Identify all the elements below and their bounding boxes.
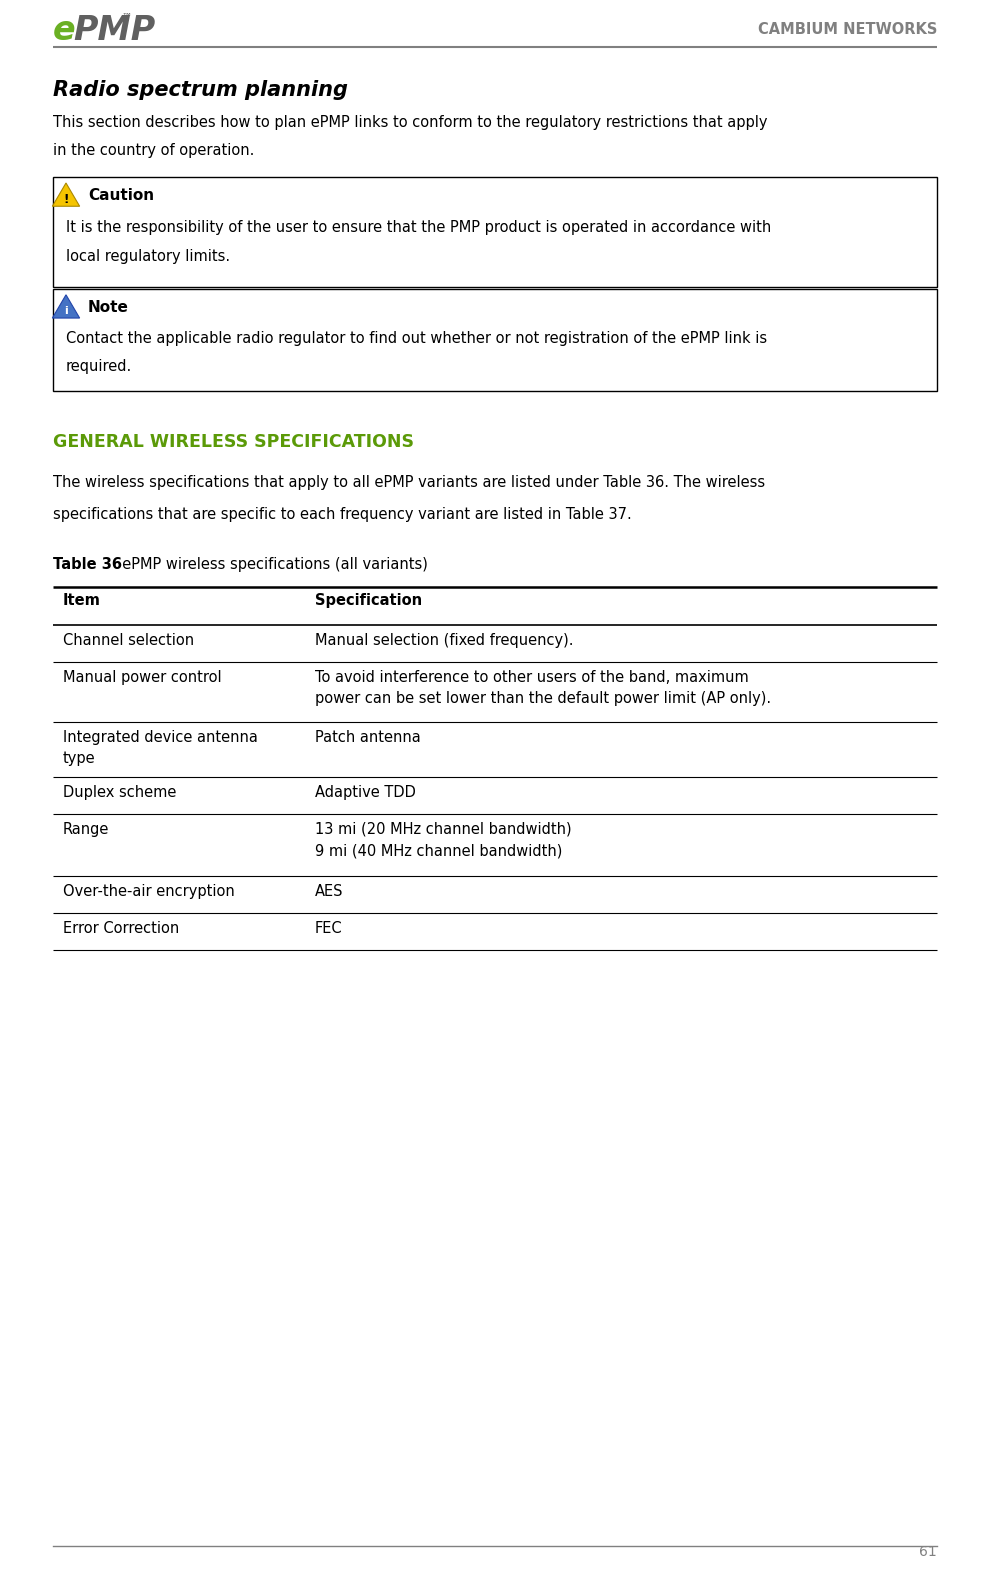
Text: Duplex scheme: Duplex scheme bbox=[63, 786, 176, 800]
FancyBboxPatch shape bbox=[53, 289, 937, 391]
Text: Adaptive TDD: Adaptive TDD bbox=[315, 786, 416, 800]
Polygon shape bbox=[52, 182, 79, 206]
Text: Table 36: Table 36 bbox=[53, 556, 122, 572]
Text: Channel selection: Channel selection bbox=[63, 633, 194, 647]
Text: Error Correction: Error Correction bbox=[63, 921, 179, 936]
Text: This section describes how to plan ePMP links to conform to the regulatory restr: This section describes how to plan ePMP … bbox=[53, 115, 767, 130]
Text: Range: Range bbox=[63, 822, 109, 837]
Text: Contact the applicable radio regulator to find out whether or not registration o: Contact the applicable radio regulator t… bbox=[66, 331, 767, 346]
Text: 61: 61 bbox=[920, 1544, 937, 1558]
Text: i: i bbox=[64, 306, 68, 316]
Text: local regulatory limits.: local regulatory limits. bbox=[66, 248, 230, 264]
Text: e: e bbox=[53, 14, 75, 47]
Text: Caution: Caution bbox=[88, 189, 154, 204]
Text: Manual selection (fixed frequency).: Manual selection (fixed frequency). bbox=[315, 633, 573, 647]
Text: 13 mi (20 MHz channel bandwidth)
9 mi (40 MHz channel bandwidth): 13 mi (20 MHz channel bandwidth) 9 mi (4… bbox=[315, 822, 571, 858]
Text: Patch antenna: Patch antenna bbox=[315, 731, 421, 745]
Text: ePMP wireless specifications (all variants): ePMP wireless specifications (all varian… bbox=[113, 556, 428, 572]
Text: FEC: FEC bbox=[315, 921, 343, 936]
Text: ™: ™ bbox=[122, 11, 132, 20]
Text: It is the responsibility of the user to ensure that the PMP product is operated : It is the responsibility of the user to … bbox=[66, 220, 771, 236]
Text: GENERAL WIRELESS SPECIFICATIONS: GENERAL WIRELESS SPECIFICATIONS bbox=[53, 432, 414, 451]
Text: Note: Note bbox=[88, 300, 129, 316]
Text: PMP: PMP bbox=[73, 14, 155, 47]
Text: AES: AES bbox=[315, 884, 344, 899]
Text: Integrated device antenna
type: Integrated device antenna type bbox=[63, 731, 257, 767]
Text: Radio spectrum planning: Radio spectrum planning bbox=[53, 80, 348, 101]
Text: To avoid interference to other users of the band, maximum
power can be set lower: To avoid interference to other users of … bbox=[315, 669, 771, 707]
Polygon shape bbox=[52, 295, 79, 317]
Text: Manual power control: Manual power control bbox=[63, 669, 222, 685]
Text: required.: required. bbox=[66, 358, 133, 374]
Text: The wireless specifications that apply to all ePMP variants are listed under Tab: The wireless specifications that apply t… bbox=[53, 474, 765, 490]
FancyBboxPatch shape bbox=[53, 178, 937, 287]
Text: !: ! bbox=[63, 193, 68, 206]
Text: Specification: Specification bbox=[315, 592, 422, 608]
Text: Item: Item bbox=[63, 592, 101, 608]
Text: specifications that are specific to each frequency variant are listed in Table 3: specifications that are specific to each… bbox=[53, 507, 632, 522]
Text: Over-the-air encryption: Over-the-air encryption bbox=[63, 884, 235, 899]
Text: CAMBIUM NETWORKS: CAMBIUM NETWORKS bbox=[757, 22, 937, 38]
Text: in the country of operation.: in the country of operation. bbox=[53, 143, 254, 159]
